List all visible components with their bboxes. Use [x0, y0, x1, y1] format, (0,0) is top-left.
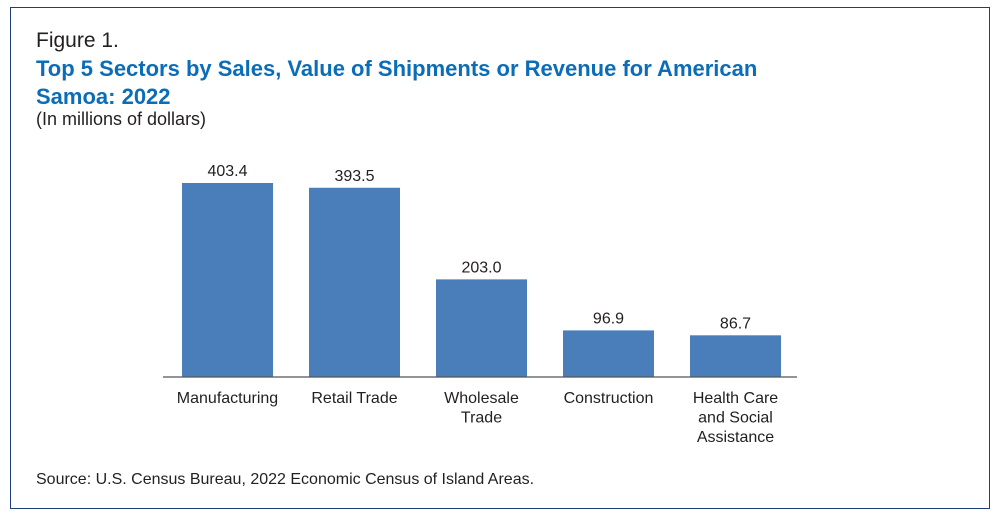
category-label-1: Retail Trade: [311, 390, 397, 407]
figure-frame: [10, 7, 990, 509]
bar-value-label-2: 203.0: [461, 259, 501, 276]
bar-value-label-0: 403.4: [207, 163, 247, 180]
bar-value-label-1: 393.5: [334, 168, 374, 185]
category-label-4: Health Care and Social Assistance: [693, 390, 778, 446]
bar-4: [690, 335, 781, 377]
category-label-2: Wholesale Trade: [444, 390, 519, 427]
figure-label: Figure 1.: [36, 29, 119, 52]
category-label-0: Manufacturing: [177, 390, 278, 407]
chart-subtitle: (In millions of dollars): [36, 109, 207, 129]
category-label-3: Construction: [564, 390, 654, 407]
bar-value-label-3: 96.9: [593, 310, 624, 327]
bars-layer: 403.4 Manufacturing 393.5 Retail Trade 203.0…: [177, 163, 781, 446]
bar-1: [309, 187, 400, 377]
source-note: Source: U.S. Census Bureau, 2022 Economi…: [36, 471, 535, 488]
bar-value-label-4: 86.7: [720, 315, 751, 332]
bar-0: [182, 183, 273, 377]
bar-3: [563, 330, 654, 377]
bar-2: [436, 279, 527, 377]
chart-title: Top 5 Sectors by Sales, Value of Shipmen…: [36, 56, 758, 109]
